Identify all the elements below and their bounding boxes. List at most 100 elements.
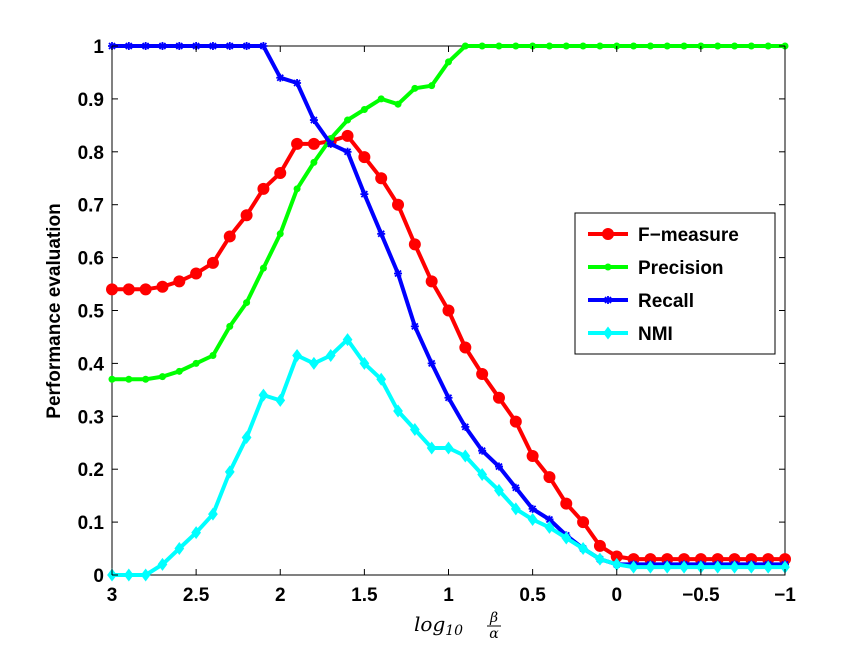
data-point [645, 560, 656, 574]
data-point [141, 42, 150, 50]
data-point [358, 151, 371, 164]
x-axis-label-fraction: β α [487, 610, 501, 642]
legend-label: Precision [638, 258, 724, 279]
data-point [460, 449, 471, 463]
data-point [156, 280, 169, 293]
series-layer [106, 42, 791, 582]
data-point [476, 367, 489, 380]
data-point [578, 542, 588, 556]
data-point [663, 42, 671, 50]
data-point [543, 471, 556, 484]
data-point [477, 467, 488, 481]
data-point [190, 267, 203, 280]
y-axis-label: Performance evaluation [44, 203, 65, 418]
data-point [408, 238, 421, 251]
x-axis-label-subscript: 10 [445, 623, 463, 639]
data-point [527, 512, 538, 526]
data-point [157, 557, 168, 571]
y-tick-label: 0.1 [78, 513, 105, 534]
data-point [560, 497, 573, 510]
data-point [746, 560, 757, 574]
data-point [494, 483, 504, 497]
data-point [224, 465, 235, 479]
data-point [158, 42, 167, 50]
data-point [223, 230, 236, 243]
data-point [106, 283, 118, 296]
data-point [478, 446, 487, 455]
data-point [509, 415, 522, 428]
y-tick-label: 0.8 [78, 143, 104, 164]
data-point [343, 147, 352, 156]
data-point [646, 42, 654, 50]
x-axis-label: log10 [414, 612, 463, 639]
data-point [242, 42, 251, 50]
x-tick-label: 0.5 [519, 585, 546, 606]
legend-entry: NMI [588, 324, 673, 345]
data-point [409, 423, 420, 437]
data-point [577, 516, 590, 529]
data-point [291, 137, 304, 150]
data-point [377, 95, 385, 103]
data-point [595, 552, 605, 566]
data-point [445, 58, 452, 66]
y-tick-label: 0.7 [78, 196, 104, 217]
data-point [611, 557, 622, 571]
legend-entry: Precision [588, 258, 724, 279]
ticks-layer: 3 2.5 2 1.5 1 0.5 0 −0.5 −1 0 0.1 0.2 0.3 0.4 0.5 0.6 0.… [78, 37, 797, 606]
data-point [392, 198, 405, 211]
data-point [394, 100, 402, 108]
data-point [377, 229, 386, 238]
data-point [259, 42, 268, 50]
data-point [174, 542, 185, 556]
data-point [108, 375, 116, 383]
data-point [630, 42, 638, 50]
data-point [679, 560, 689, 574]
legend-entry: F−measure [588, 225, 739, 246]
data-point [376, 372, 387, 386]
data-point [579, 42, 587, 50]
data-point [461, 42, 469, 50]
data-point [780, 560, 790, 574]
data-point [747, 42, 755, 50]
data-point [444, 393, 453, 402]
data-point [142, 375, 150, 383]
data-point [292, 348, 302, 362]
x-tick-label: 3 [107, 585, 118, 606]
data-point [604, 263, 612, 271]
data-point [309, 116, 318, 125]
data-point [326, 139, 335, 148]
data-point [494, 462, 503, 471]
data-point [344, 116, 352, 124]
legend-label: F−measure [638, 225, 739, 246]
data-point [596, 42, 604, 50]
data-point [394, 269, 403, 278]
data-point [461, 422, 470, 431]
y-tick-label: 0.9 [78, 90, 104, 111]
data-point [226, 322, 234, 330]
data-point [528, 504, 537, 513]
data-point [714, 42, 722, 50]
data-point [545, 42, 553, 50]
data-point [662, 560, 673, 574]
data-point [225, 42, 234, 50]
x-axis-label-base: log [414, 612, 445, 636]
data-point [275, 393, 286, 407]
data-point [310, 158, 318, 166]
data-point [209, 351, 217, 359]
data-point [175, 42, 184, 50]
y-tick-label: 0.2 [78, 460, 104, 481]
y-tick-label: 0.4 [78, 354, 105, 375]
data-point [191, 526, 201, 540]
data-point [360, 105, 368, 113]
y-tick-label: 1 [93, 37, 104, 58]
data-point [628, 560, 639, 574]
data-point [680, 42, 688, 50]
data-point [276, 73, 285, 82]
data-point [140, 568, 151, 582]
data-point [208, 42, 217, 50]
data-point [206, 256, 219, 269]
data-point [731, 42, 739, 50]
legend-label: Recall [638, 291, 694, 312]
data-point [307, 137, 320, 150]
x-axis-label-numerator: β [489, 610, 498, 626]
